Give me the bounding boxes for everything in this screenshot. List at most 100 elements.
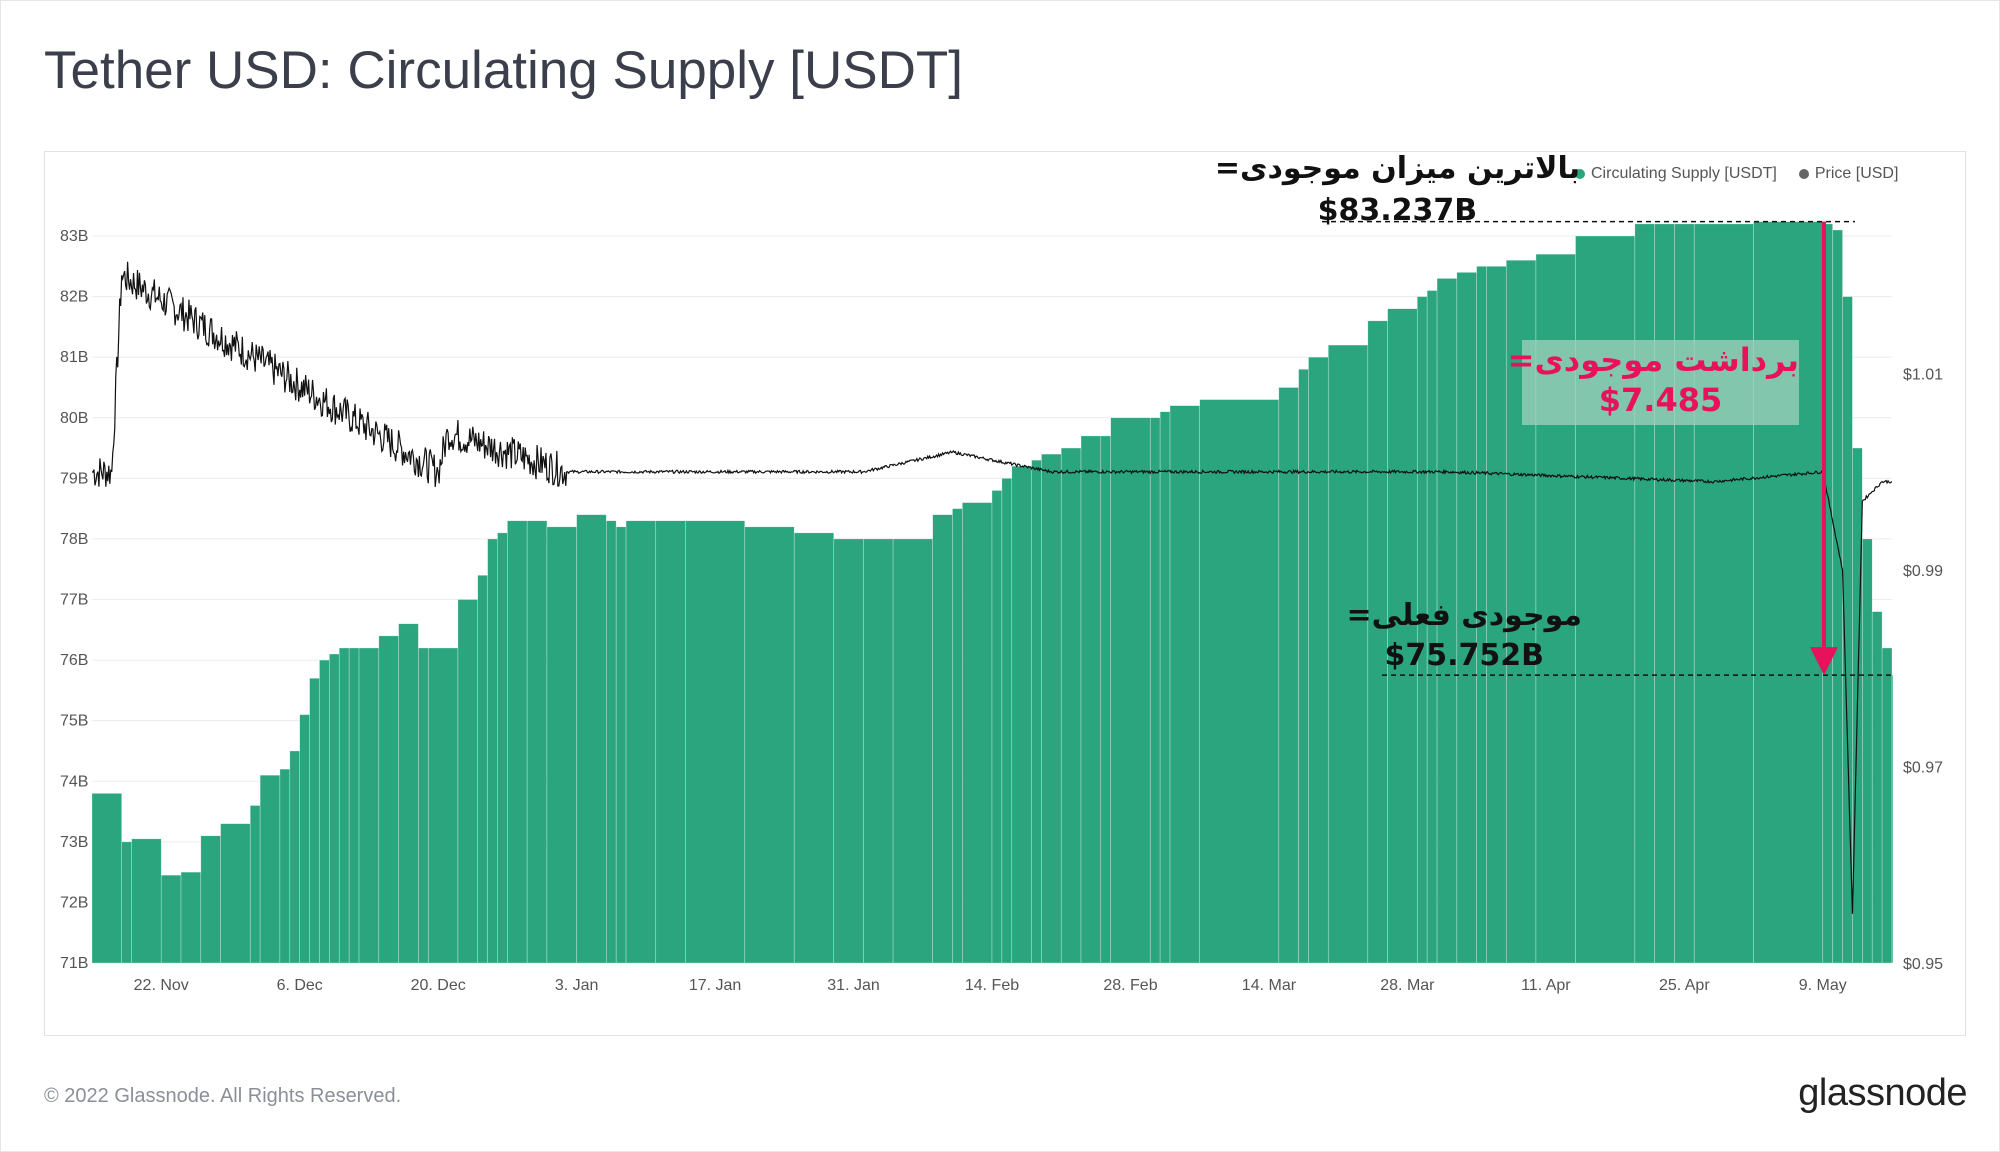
- supply-bar: [1159, 411, 1171, 964]
- supply-bar: [1001, 478, 1013, 964]
- supply-bar: [160, 874, 182, 964]
- glassnode-logo[interactable]: glassnode: [1798, 1072, 1967, 1114]
- supply-bar: [477, 574, 488, 964]
- price-line: [91, 261, 1893, 914]
- x-tick-label: 31. Jan: [827, 977, 879, 994]
- supply-bar: [121, 841, 132, 964]
- supply-bar: [1298, 368, 1309, 964]
- y-tick-label: 80B: [60, 410, 88, 427]
- x-tick-label: 14. Mar: [1242, 977, 1297, 994]
- annotation-drop-value: $7.485: [1598, 381, 1723, 419]
- supply-bar: [1327, 344, 1369, 964]
- supply-bar: [1387, 308, 1418, 964]
- supply-bar: [991, 490, 1003, 964]
- supply-bar: [427, 647, 459, 964]
- supply-bar: [1149, 417, 1161, 964]
- chart-legend[interactable]: Circulating Supply [USDT] Price [USD]: [1575, 165, 1898, 183]
- supply-bar: [398, 623, 419, 964]
- supply-bar: [259, 774, 281, 964]
- y-tick-label: 83B: [60, 228, 88, 245]
- annotation-peak-value: $83.237B: [1317, 193, 1478, 228]
- supply-bar: [358, 647, 380, 964]
- annotation-current-label: موجودی فعلی=: [1346, 598, 1582, 633]
- supply-bar: [655, 520, 686, 964]
- copyright-footer: © 2022 Glassnode. All Rights Reserved.: [44, 1085, 402, 1107]
- legend-label-price: Price [USD]: [1814, 165, 1899, 182]
- legend-item-price[interactable]: Price [USD]: [1798, 165, 1899, 183]
- supply-bar: [1753, 221, 1824, 964]
- annotation-current: موجودی فعلی= $75.752B: [1347, 596, 1582, 676]
- x-tick-label: 28. Feb: [1103, 977, 1157, 994]
- supply-bar: [1654, 223, 1675, 964]
- supply-bar: [131, 838, 162, 964]
- supply-bar: [457, 599, 479, 964]
- supply-bar: [1080, 435, 1102, 964]
- y-tick-label: 79B: [60, 470, 88, 487]
- supply-bar: [289, 750, 300, 964]
- supply-bar: [1871, 611, 1883, 964]
- supply-bar: [1634, 223, 1655, 964]
- supply-bar: [299, 714, 310, 964]
- supply-bar: [220, 823, 251, 964]
- supply-bar: [833, 538, 864, 964]
- annotation-current-value: $75.752B: [1384, 638, 1545, 673]
- x-tick-label: 28. Mar: [1380, 977, 1435, 994]
- supply-bar: [863, 538, 894, 964]
- legend-dot-supply: [1575, 169, 1585, 179]
- supply-bar: [1199, 399, 1280, 964]
- supply-bar: [507, 520, 528, 964]
- supply-bar: [338, 647, 350, 964]
- supply-bar: [685, 520, 746, 964]
- supply-bar: [1169, 405, 1200, 964]
- x-tick-label: 25. Apr: [1659, 977, 1710, 994]
- supply-bar: [1011, 465, 1032, 964]
- annotation-drop: برداشت موجودی= $7.485: [1507, 340, 1799, 420]
- y2-tick-label: $0.99: [1903, 563, 1943, 580]
- supply-bar: [329, 653, 340, 964]
- supply-bar: [1693, 223, 1754, 964]
- drop-arrow-head: [1810, 647, 1838, 676]
- y2-tick-label: $0.95: [1903, 956, 1943, 973]
- supply-bar: [1881, 647, 1893, 964]
- annotation-peak-label: بالاترین میزان موجودی=: [1214, 151, 1580, 186]
- x-tick-label: 3. Jan: [555, 977, 599, 994]
- supply-bar: [1891, 674, 1894, 964]
- supply-bar: [793, 532, 835, 964]
- y-tick-label: 82B: [60, 289, 88, 306]
- supply-bar: [1100, 435, 1111, 964]
- supply-bar: [1278, 387, 1299, 964]
- page-title: Tether USD: Circulating Supply [USDT]: [44, 41, 963, 100]
- supply-bar: [1832, 229, 1843, 964]
- supply-bar: [200, 835, 221, 964]
- supply-bar: [91, 793, 122, 964]
- supply-bar: [180, 871, 202, 964]
- legend-label-supply: Circulating Supply [USDT]: [1591, 165, 1777, 182]
- supply-bar: [378, 635, 399, 964]
- supply-bar: [1060, 447, 1082, 964]
- supply-bar: [576, 514, 607, 964]
- annotation-drop-box: [1522, 340, 1799, 425]
- supply-bar: [615, 526, 627, 964]
- y-tick-label: 75B: [60, 713, 88, 730]
- supply-bar: [962, 502, 993, 964]
- y2-tick-label: $1.01: [1903, 367, 1943, 384]
- supply-bar: [309, 677, 320, 964]
- supply-bar: [546, 526, 577, 964]
- x-tick-label: 14. Feb: [965, 977, 1019, 994]
- supply-bar: [526, 520, 548, 964]
- supply-bar: [487, 538, 498, 964]
- y-tick-label: 74B: [60, 773, 88, 790]
- y-tick-label: 81B: [60, 349, 88, 366]
- y2-tick-label: $0.97: [1903, 760, 1943, 777]
- legend-item-supply[interactable]: Circulating Supply [USDT]: [1575, 165, 1777, 183]
- supply-bar: [744, 526, 795, 964]
- y-tick-label: 77B: [60, 592, 88, 609]
- supply-bar: [952, 508, 963, 964]
- annotation-drop-label: برداشت موجودی=: [1507, 341, 1799, 379]
- y-tick-label: 73B: [60, 834, 88, 851]
- x-tick-label: 17. Jan: [689, 977, 741, 994]
- supply-bar: [892, 538, 933, 964]
- supply-bar: [605, 520, 617, 964]
- x-tick-label: 6. Dec: [277, 977, 323, 994]
